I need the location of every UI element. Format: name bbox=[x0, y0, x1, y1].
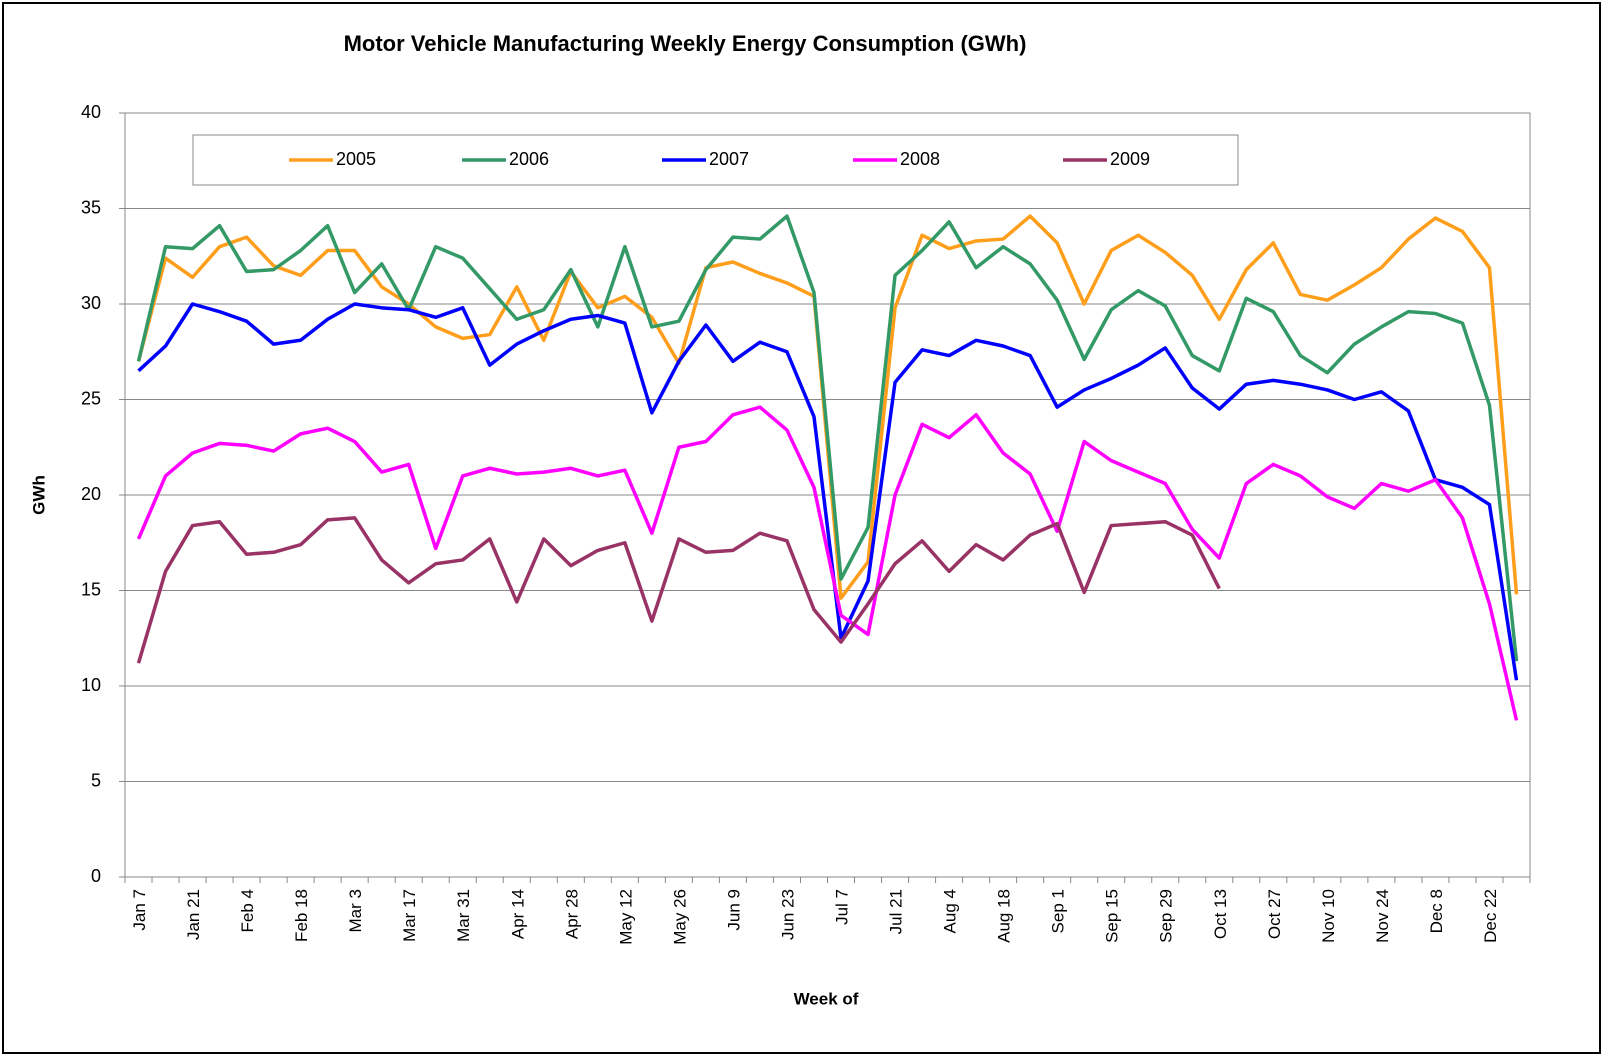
legend-label: 2008 bbox=[900, 149, 940, 169]
x-tick-label: Nov 24 bbox=[1373, 889, 1392, 943]
x-tick-label: Apr 28 bbox=[562, 889, 581, 939]
y-tick-label: 25 bbox=[81, 388, 101, 408]
x-tick-label: Jun 9 bbox=[724, 889, 743, 931]
y-tick-label: 30 bbox=[81, 293, 101, 313]
series-line bbox=[136, 214, 1519, 662]
y-tick-label: 15 bbox=[81, 579, 101, 599]
y-tick-label: 35 bbox=[81, 197, 101, 217]
x-tick-label: Sep 1 bbox=[1049, 889, 1068, 933]
x-tick-label: Jul 21 bbox=[887, 889, 906, 934]
x-tick-label: Dec 22 bbox=[1481, 889, 1500, 943]
x-tick-label: Sep 15 bbox=[1103, 889, 1122, 943]
x-tick-label: May 12 bbox=[616, 889, 635, 945]
y-tick-label: 10 bbox=[81, 675, 101, 695]
x-tick-label: Oct 27 bbox=[1265, 889, 1284, 939]
y-tick-label: 5 bbox=[91, 770, 101, 790]
x-tick-label: Apr 14 bbox=[508, 889, 527, 939]
x-tick-label: Oct 13 bbox=[1211, 889, 1230, 939]
series-line bbox=[136, 516, 1221, 664]
y-tick-label: 20 bbox=[81, 484, 101, 504]
x-tick-label: Mar 17 bbox=[400, 889, 419, 942]
x-tick-label: Dec 8 bbox=[1427, 889, 1446, 933]
x-tick-label: Jan 7 bbox=[130, 889, 149, 931]
legend-label: 2009 bbox=[1110, 149, 1150, 169]
y-tick-label: 40 bbox=[81, 102, 101, 122]
legend-label: 2007 bbox=[709, 149, 749, 169]
y-axis-label: GWh bbox=[29, 475, 48, 515]
legend-label: 2005 bbox=[336, 149, 376, 169]
x-tick-label: Jun 23 bbox=[778, 889, 797, 940]
x-tick-label: Jan 21 bbox=[184, 889, 203, 940]
x-tick-label: Mar 3 bbox=[346, 889, 365, 932]
x-tick-label: May 26 bbox=[670, 889, 689, 945]
x-axis-label: Week of bbox=[794, 989, 859, 1008]
x-tick-label: Jul 7 bbox=[832, 889, 851, 925]
y-tick-label: 0 bbox=[91, 866, 101, 886]
x-tick-label: Mar 31 bbox=[454, 889, 473, 942]
x-tick-label: Aug 4 bbox=[941, 889, 960, 933]
x-tick-label: Feb 18 bbox=[292, 889, 311, 942]
legend-label: 2006 bbox=[509, 149, 549, 169]
x-tick-label: Aug 18 bbox=[995, 889, 1014, 943]
x-tick-label: Sep 29 bbox=[1157, 889, 1176, 943]
x-tick-label: Feb 4 bbox=[238, 889, 257, 932]
x-tick-label: Nov 10 bbox=[1319, 889, 1338, 943]
chart-title: Motor Vehicle Manufacturing Weekly Energ… bbox=[344, 31, 1027, 56]
series-line bbox=[136, 405, 1519, 721]
series-line bbox=[137, 302, 1519, 681]
